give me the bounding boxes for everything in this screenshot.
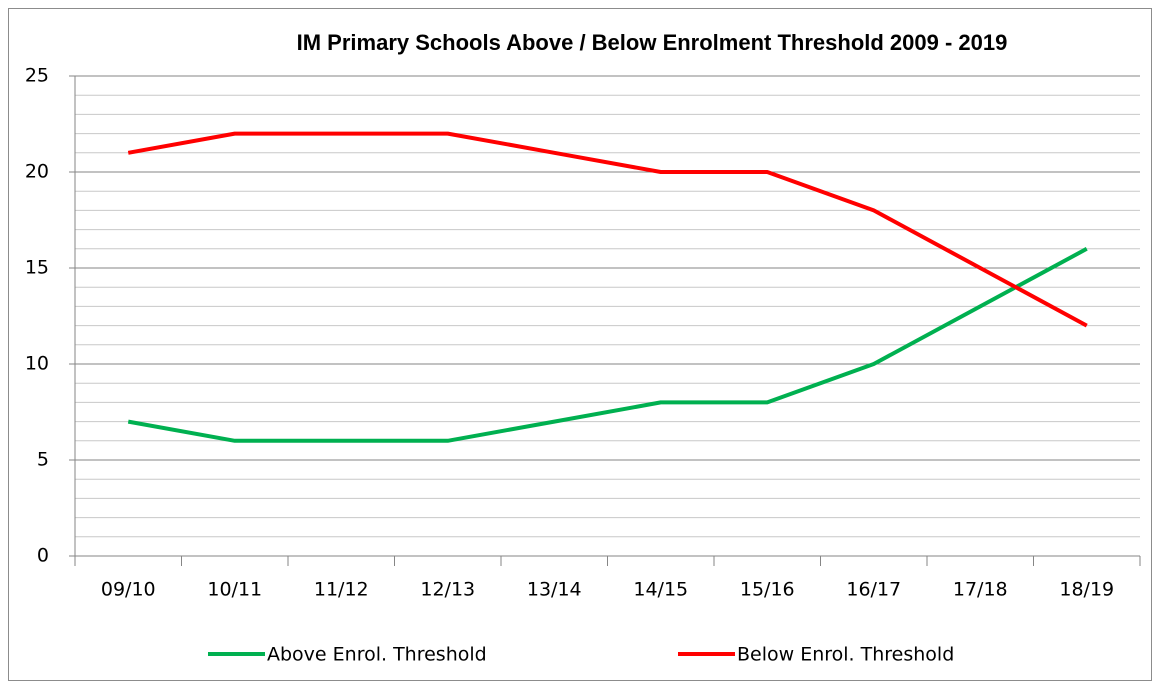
x-tick-label: 10/11: [207, 579, 262, 601]
x-tick-label: 18/19: [1059, 579, 1114, 601]
x-tick-label: 14/15: [633, 579, 688, 601]
y-tick-label: 0: [37, 545, 49, 567]
x-tick-label: 17/18: [953, 579, 1008, 601]
y-tick-label: 20: [25, 161, 49, 183]
y-tick-label: 15: [25, 257, 49, 279]
x-tick-label: 11/12: [314, 579, 369, 601]
series-line: [127, 131, 1088, 328]
series-line: [127, 247, 1088, 443]
x-tick-label: 09/10: [101, 579, 156, 601]
y-tick-label: 10: [25, 353, 49, 375]
x-tick-label: 12/13: [420, 579, 475, 601]
y-tick-label: 5: [37, 449, 49, 471]
x-tick-label: 15/16: [740, 579, 795, 601]
legend-label: Above Enrol. Threshold: [267, 644, 487, 666]
y-tick-label: 25: [25, 65, 49, 87]
chart-title: IM Primary Schools Above / Below Enrolme…: [297, 30, 1008, 55]
x-tick-label: 13/14: [527, 579, 582, 601]
x-tick-label: 16/17: [846, 579, 901, 601]
legend-label: Below Enrol. Threshold: [737, 644, 954, 666]
